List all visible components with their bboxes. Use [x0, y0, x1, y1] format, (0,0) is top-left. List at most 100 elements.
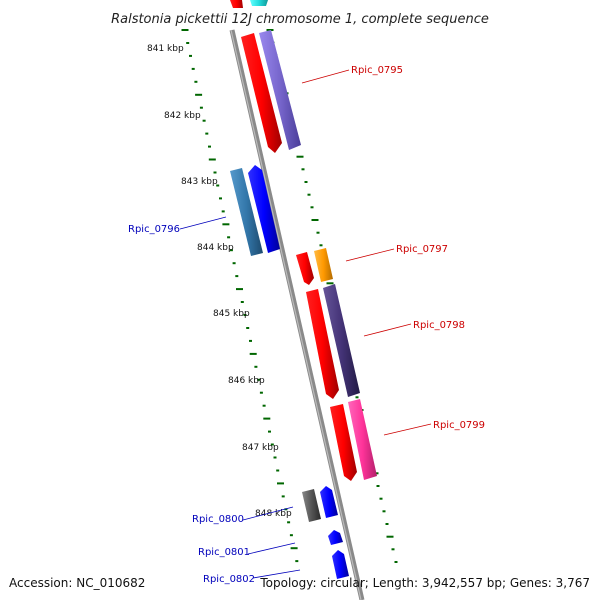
leader-line-rpic-0798 — [363, 323, 412, 337]
gc-track-dot — [219, 197, 222, 200]
gc-track-dot — [189, 54, 192, 57]
cog-arrow-rpic-0800[interactable] — [302, 489, 321, 522]
ruler-tick-label: 846 kbp — [228, 376, 265, 386]
gc-track-dot — [195, 93, 203, 96]
gene-arrow-rpic-0797[interactable] — [296, 252, 314, 285]
gc-track-dot — [262, 404, 266, 407]
gc-track-dot — [376, 485, 380, 487]
gc-track-dot — [208, 145, 211, 148]
gc-track-dot — [263, 417, 271, 420]
gene-arrow-rpic-0802[interactable] — [332, 550, 349, 579]
gc-track-dot — [221, 210, 225, 213]
gc-track-dot — [254, 365, 258, 368]
cog-arrow-rpic-0797[interactable] — [314, 248, 333, 282]
leader-line-rpic-0801 — [247, 542, 296, 555]
gc-track-dot — [191, 67, 195, 70]
gc-track-dot — [186, 42, 190, 44]
gene-label-rpic-0798[interactable]: Rpic_0798 — [413, 320, 465, 331]
gene-label-rpic-0796[interactable]: Rpic_0796 — [128, 224, 180, 235]
gc-track-dot — [259, 391, 263, 394]
leader-line-rpic-0802 — [252, 569, 301, 579]
gene-arrow-rpic-0796[interactable] — [248, 165, 280, 253]
gc-track-dot — [266, 29, 274, 31]
gene-label-rpic-0797[interactable]: Rpic_0797 — [396, 244, 448, 255]
leader-line-rpic-0795 — [301, 69, 350, 84]
ruler-tick-label: 848 kbp — [255, 509, 292, 519]
gc-track-dot — [249, 339, 252, 342]
gc-track-dot — [194, 80, 198, 83]
gc-track-dot — [202, 119, 206, 122]
accession-text: Accession: NC_010682 — [9, 576, 145, 590]
gene-arrow-rpic-0798[interactable] — [306, 289, 339, 399]
cog-arrow-rpic-0799[interactable] — [348, 399, 377, 480]
cog-arrow-rpic-0796[interactable] — [230, 168, 263, 256]
gene-arrow-rpic-0799[interactable] — [330, 404, 357, 481]
gene-arrow-partial-cyan[interactable] — [250, 0, 268, 6]
gc-track-dot — [246, 327, 250, 329]
summary-text: Topology: circular; Length: 3,942,557 bp… — [259, 576, 590, 590]
gc-track-dot — [268, 430, 271, 433]
ruler-tick-label: 845 kbp — [213, 309, 250, 319]
gene-label-rpic-0802[interactable]: Rpic_0802 — [203, 574, 255, 585]
chromosome-backbone — [229, 29, 365, 600]
gene-arrow-rpic-0800[interactable] — [320, 486, 338, 518]
gc-track-dot — [382, 510, 386, 513]
gene-labels: Rpic_0795 Rpic_0796 Rpic_0797 Rpic_0798 … — [128, 65, 485, 585]
gc-track-dot — [301, 168, 305, 171]
gene-label-rpic-0799[interactable]: Rpic_0799 — [433, 420, 485, 431]
gc-track-dot — [229, 249, 233, 252]
gc-track-dot — [208, 158, 216, 161]
gc-track-dot — [276, 469, 280, 472]
leader-line-rpic-0800 — [242, 506, 294, 521]
leader-line-rpic-0797 — [345, 248, 395, 262]
gene-label-rpic-0795[interactable]: Rpic_0795 — [351, 65, 403, 76]
ruler-tick-label: 844 kbp — [197, 243, 234, 253]
gc-track-dot — [257, 378, 261, 381]
ruler-tick-label: 843 kbp — [181, 177, 218, 187]
cog-arrow-rpic-0795[interactable] — [259, 30, 301, 150]
gene-features — [230, 0, 377, 579]
ruler-tick-label: 847 kbp — [242, 443, 279, 453]
gc-track-dot — [311, 219, 319, 221]
gene-label-rpic-0801[interactable]: Rpic_0801 — [198, 547, 250, 558]
gc-track-dot — [287, 521, 291, 524]
gc-track-dot — [289, 534, 293, 537]
gc-track-dot — [227, 236, 231, 239]
gc-track-dot — [232, 262, 236, 265]
gc-track-dot — [273, 456, 277, 459]
ruler-tick-label: 841 kbp — [147, 44, 184, 54]
gc-track-dot — [326, 282, 334, 285]
gc-track-dot — [386, 535, 394, 538]
gc-track-dot — [290, 547, 298, 550]
gc-track-dot — [249, 352, 257, 355]
gc-track-dot — [235, 275, 239, 278]
ruler-tick-label: 842 kbp — [164, 111, 201, 121]
gc-track-dot — [205, 132, 209, 135]
gc-track-dot — [236, 288, 243, 291]
gc-track-dot — [319, 244, 323, 247]
gc-track-dot — [379, 497, 383, 500]
gc-track-dot — [270, 443, 274, 446]
chromosome-backbone-highlight — [230, 29, 362, 600]
gene-arrow-rpic-0801[interactable] — [328, 530, 343, 545]
gene-arrow-rpic-0795[interactable] — [241, 33, 282, 153]
gc-track-dot — [181, 29, 189, 31]
gc-track-dot — [304, 181, 308, 183]
cog-arrow-rpic-0798[interactable] — [323, 284, 360, 397]
gc-track-dot — [216, 184, 220, 187]
gene-arrow-partial-red[interactable] — [230, 0, 243, 8]
gc-track-dot — [222, 223, 230, 226]
gc-track-dot — [385, 523, 389, 525]
gene-label-rpic-0800[interactable]: Rpic_0800 — [192, 514, 244, 525]
gc-track-dot — [199, 106, 203, 109]
gc-track-dot — [296, 155, 304, 158]
gc-track-dot — [281, 495, 285, 498]
gc-track-dot — [391, 548, 395, 551]
ruler: 841 kbp 842 kbp 843 kbp 844 kbp 845 kbp … — [147, 44, 292, 519]
map-title: Ralstonia pickettii 12J chromosome 1, co… — [111, 12, 489, 27]
gc-track-dot — [243, 314, 247, 316]
gc-track-dot — [310, 206, 314, 209]
gc-track-dot — [355, 396, 359, 399]
gc-track-dot — [240, 301, 244, 303]
